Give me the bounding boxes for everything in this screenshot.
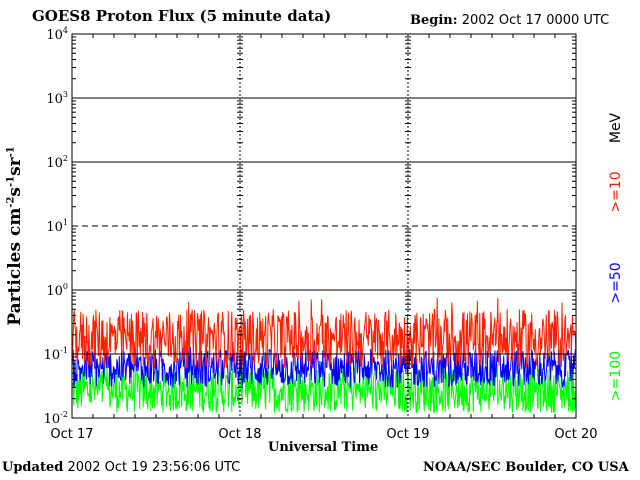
x-tick-label: Oct 20 [554,427,597,442]
updated-time: Updated 2002 Oct 19 23:56:06 UTC [2,460,240,475]
y-tick-label: 104 [46,26,68,43]
y-tick-label: 10-2 [44,410,68,427]
y-axis-label: Particles cm-2s-1sr-1 [5,146,25,326]
legend-ge10: >=10 [608,171,624,212]
grid-layer [72,34,576,418]
series-line-ge10 [71,297,577,369]
begin-time: Begin: 2002 Oct 17 0000 UTC [410,13,609,28]
updated-label: Updated [2,460,64,475]
x-tick-label: Oct 17 [50,427,93,442]
legend-ge50: >=50 [608,262,624,303]
series-layer [71,297,577,413]
begin-value: 2002 Oct 17 0000 UTC [461,13,610,28]
frame-layer [71,33,577,419]
x-axis-label: Universal Time [268,440,379,455]
y-tick-label: 100 [46,282,68,299]
legend-units: MeV [608,112,624,143]
x-tick-label: Oct 19 [386,427,429,442]
x-tick-label: Oct 18 [218,427,261,442]
tick-labels: 10-2 10-1 100 101 102 103 104 Oct 17 Oct 18 Oct 1… [44,26,598,442]
legend-layer: MeV >=10 >=50 >=100 [608,112,624,401]
y-tick-label: 10-1 [44,346,68,363]
begin-label: Begin: [410,13,458,28]
credit-text: NOAA/SEC Boulder, CO USA [423,460,629,475]
y-tick-label: 101 [46,218,68,235]
y-tick-label: 103 [46,90,68,107]
updated-value: 2002 Oct 19 23:56:06 UTC [67,460,241,475]
y-tick-label: 102 [46,154,68,171]
legend-ge100: >=100 [608,351,624,401]
chart-title: GOES8 Proton Flux (5 minute data) [32,7,332,25]
